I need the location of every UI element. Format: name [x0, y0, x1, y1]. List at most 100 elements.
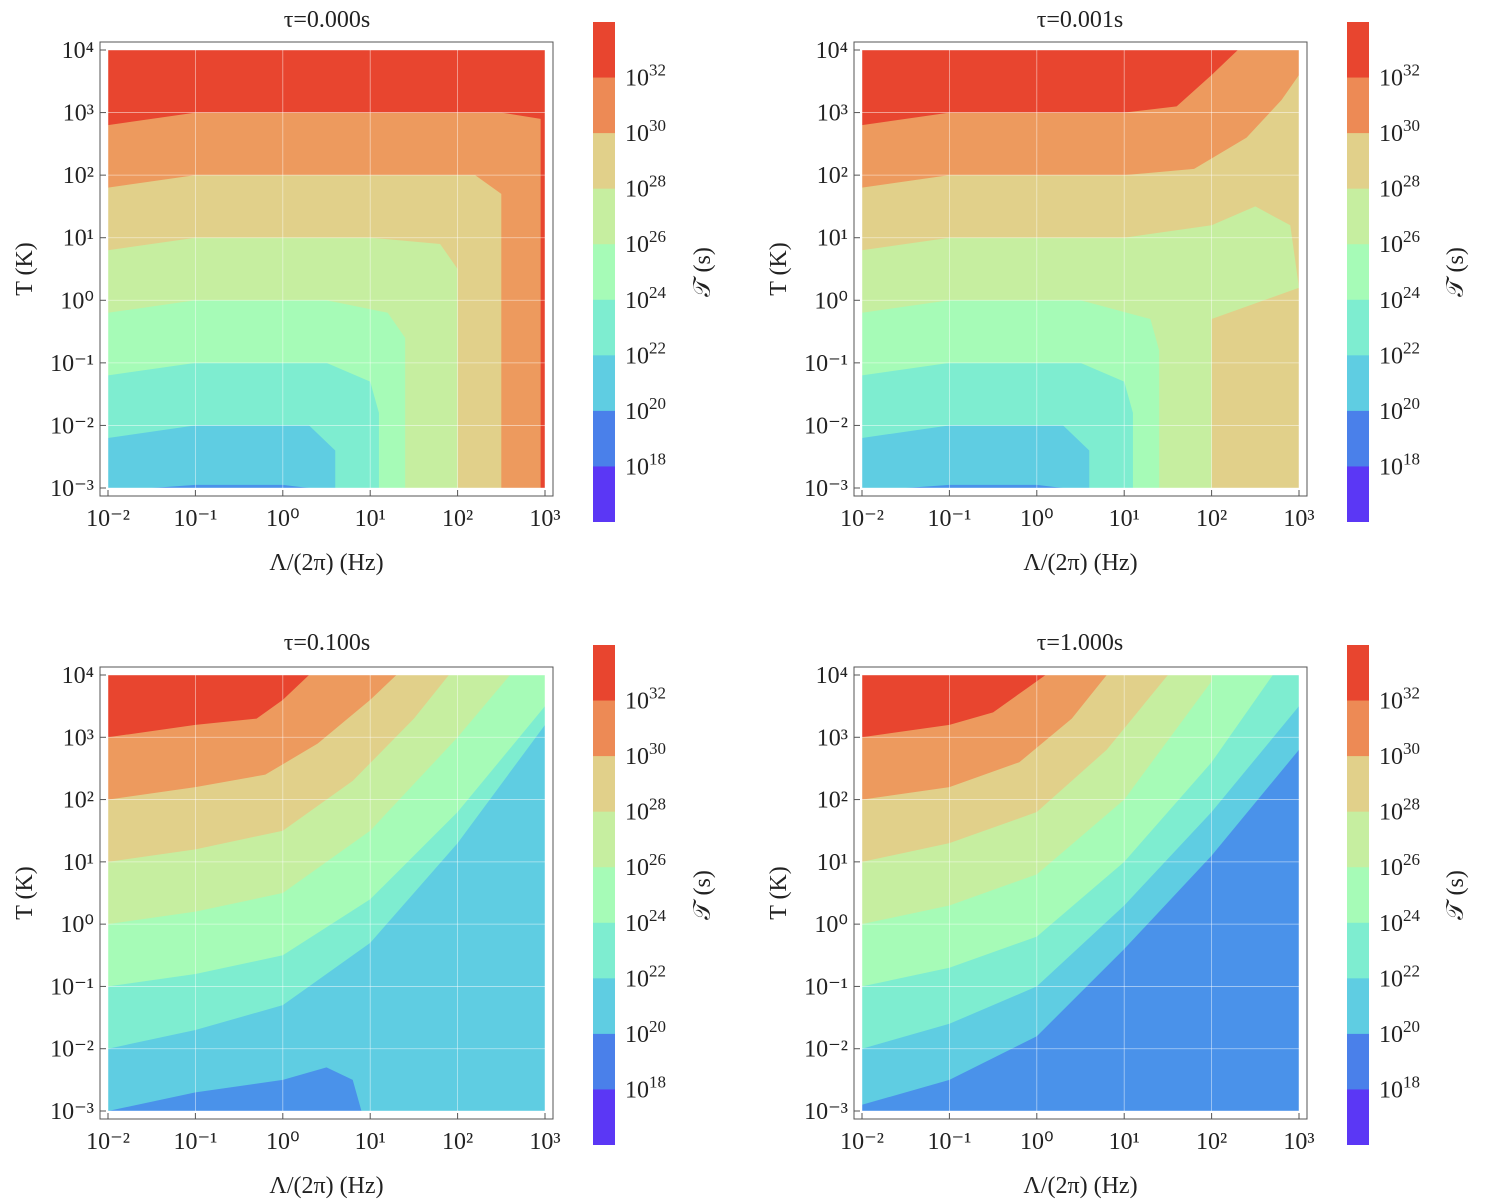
grid — [107, 674, 546, 1112]
colorbar-tick-label: 1022 — [1379, 338, 1420, 369]
x-tick-label: 10³ — [529, 1129, 560, 1155]
x-tick-label: 10¹ — [355, 506, 386, 532]
y-tick-label: 10⁰ — [60, 288, 94, 314]
colorbar-tick-label: 1020 — [1379, 1017, 1420, 1048]
y-tick-label: 10¹ — [63, 226, 94, 252]
contour-band-1e31 — [862, 50, 1238, 126]
contour-band-1e31 — [108, 675, 310, 738]
x-tick-label: 10¹ — [1109, 1129, 1140, 1155]
colorbar-segment — [593, 1033, 615, 1090]
plot-frame — [99, 666, 554, 1120]
colorbar-tick-label: 1028 — [1379, 795, 1420, 826]
y-tick-label: 10⁻¹ — [50, 351, 94, 377]
y-tick-label: 10³ — [817, 725, 848, 751]
colorbar-tick-label: 1018 — [1379, 449, 1420, 480]
grid — [861, 674, 1300, 1112]
chart-panel-1: 10⁻² 10⁻¹ 10⁰ 10¹ 10² 10³ 10⁻³ 10⁻² 10⁻¹ 10⁰ 10¹ 10… — [12, 7, 716, 576]
x-tick-label: 10² — [442, 1129, 473, 1155]
colorbar: 1032 1030 1028 1026 1024 1022 1020 1018 𝒯 (s) — [1347, 645, 1469, 1145]
y-tick-label: 10⁻¹ — [804, 351, 848, 377]
ticks — [100, 674, 546, 1119]
colorbar-segment — [1347, 867, 1369, 924]
colorbar-label: 𝒯 (s) — [1443, 870, 1469, 920]
colorbar-tick-label: 1028 — [625, 795, 666, 826]
colorbar-label: 𝒯 (s) — [1443, 247, 1469, 297]
colorbar-tick-label: 1026 — [625, 850, 666, 881]
ticks — [854, 49, 1300, 496]
x-tick-label: 10¹ — [355, 1129, 386, 1155]
colorbar-segment — [593, 756, 615, 813]
colorbar-segment-bottom — [593, 1089, 615, 1145]
x-tick-label: 10⁻¹ — [927, 1129, 971, 1155]
colorbar-segment — [1347, 133, 1369, 190]
colorbar: 1032 1030 1028 1026 1024 1022 1020 1018 𝒯 (s) — [593, 645, 716, 1145]
colorbar-segment — [1347, 188, 1369, 245]
x-tick-label: 10⁰ — [266, 506, 300, 532]
colorbar-tick-label: 1032 — [1379, 684, 1420, 715]
y-tick-label: 10⁴ — [62, 38, 94, 64]
colorbar-tick-label: 1024 — [625, 283, 667, 314]
x-tick-label: 10³ — [1283, 1129, 1314, 1155]
colorbar: 1032 1030 1028 1026 1024 1022 1020 1018 𝒯 (s) — [1347, 22, 1469, 522]
colorbar-tick-label: 1028 — [1379, 172, 1420, 203]
colorbar-tick-label: 1022 — [625, 961, 666, 992]
colorbar-segment — [593, 355, 615, 412]
y-tick-label: 10² — [817, 163, 848, 189]
colorbar-segment — [593, 811, 615, 868]
colorbar-segment — [593, 978, 615, 1035]
colorbar-segment — [1347, 1033, 1369, 1090]
colorbar-segment — [593, 645, 615, 702]
y-tick-label: 10⁻² — [50, 413, 94, 439]
colorbar-tick-label: 1030 — [1379, 116, 1420, 147]
x-tick-label: 10² — [1196, 506, 1227, 532]
colorbar-tick-label: 1020 — [625, 394, 666, 425]
plot-frame — [99, 41, 554, 497]
colorbar-segment — [593, 244, 615, 301]
plot-frame — [853, 41, 1308, 497]
y-tick-label: 10⁰ — [60, 912, 94, 938]
colorbar-tick-label: 1028 — [625, 172, 666, 203]
colorbar-segment — [1347, 355, 1369, 412]
y-tick-label: 10² — [817, 788, 848, 814]
chart-title: τ=0.001s — [1037, 7, 1124, 33]
x-axis-label: Λ/(2π) (Hz) — [269, 1173, 383, 1199]
colorbar-segment — [1347, 645, 1369, 702]
chart-title: τ=1.000s — [1037, 630, 1124, 656]
colorbar-segment — [593, 410, 615, 467]
x-tick-label: 10² — [442, 506, 473, 532]
colorbar-tick-label: 1030 — [1379, 739, 1420, 770]
colorbar-tick-label: 1030 — [625, 739, 666, 770]
colorbar-segment — [593, 299, 615, 356]
colorbar-tick-label: 1026 — [1379, 227, 1420, 258]
colorbar-tick-label: 1024 — [1379, 283, 1421, 314]
y-tick-label: 10² — [63, 788, 94, 814]
contour-band-1e29 — [108, 50, 545, 488]
y-tick-label: 10⁴ — [62, 663, 94, 689]
colorbar-segment — [1347, 978, 1369, 1035]
x-tick-label: 10⁻² — [86, 1129, 130, 1155]
x-tick-label: 10⁰ — [266, 1129, 300, 1155]
colorbar-segment — [1347, 244, 1369, 301]
x-tick-label: 10⁰ — [1020, 506, 1054, 532]
y-tick-label: 10⁴ — [816, 663, 848, 689]
y-tick-label: 10¹ — [817, 226, 848, 252]
colorbar-segment — [1347, 410, 1369, 467]
y-tick-label: 10³ — [63, 725, 94, 751]
y-tick-label: 10⁰ — [814, 912, 848, 938]
x-tick-label: 10⁻¹ — [927, 506, 971, 532]
contour-band-1e31 — [108, 50, 545, 488]
colorbar-label: 𝒯 (s) — [690, 247, 716, 297]
colorbar-tick-label: 1022 — [625, 338, 666, 369]
x-tick-label: 10² — [1196, 1129, 1227, 1155]
colorbar: 1032 1030 1028 1026 1024 1022 1020 1018 𝒯 (s) — [593, 22, 716, 522]
plot-area — [108, 50, 545, 488]
y-tick-label: 10⁻² — [50, 1037, 94, 1063]
x-tick-label: 10⁻² — [86, 506, 130, 532]
y-tick-label: 10⁻² — [804, 413, 848, 439]
colorbar-tick-label: 1020 — [1379, 394, 1420, 425]
x-tick-label: 10³ — [529, 506, 560, 532]
y-tick-label: 10⁻² — [804, 1037, 848, 1063]
y-tick-label: 10³ — [63, 101, 94, 127]
colorbar-tick-label: 1018 — [625, 449, 666, 480]
chart-panel-3: 10⁻² 10⁻¹ 10⁰ 10¹ 10² 10³ 10⁻³ 10⁻² 10⁻¹ 10⁰ 10¹ 10… — [12, 630, 716, 1199]
